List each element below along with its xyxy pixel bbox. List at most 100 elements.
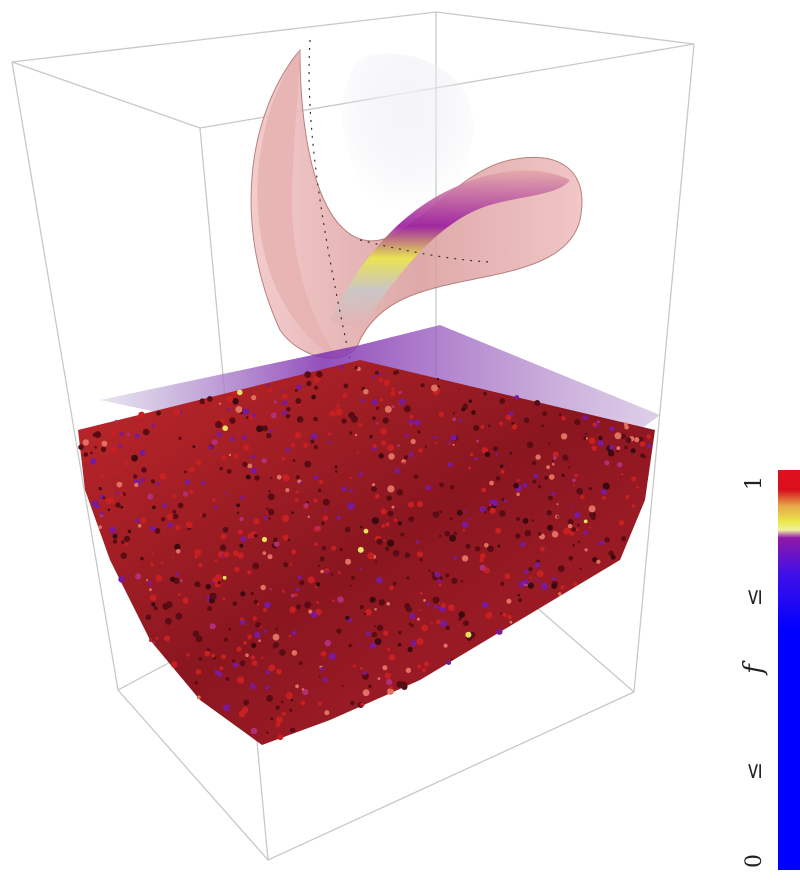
speckle (228, 627, 232, 631)
speckle (131, 454, 139, 462)
speckle (404, 552, 411, 558)
speckle (324, 639, 331, 647)
speckle (551, 583, 557, 589)
speckle (285, 488, 290, 493)
speckle (295, 490, 299, 494)
speckle (149, 525, 156, 532)
speckle (362, 689, 370, 697)
speckle (145, 614, 152, 620)
speckle (112, 533, 118, 539)
speckle (285, 692, 293, 700)
speckle (172, 513, 179, 520)
speckle (439, 576, 443, 580)
speckle (363, 612, 367, 615)
speckle (137, 524, 142, 528)
speckle (546, 510, 552, 516)
speckle (574, 419, 581, 426)
speckle (369, 435, 373, 439)
speckle (303, 442, 309, 448)
speckle (334, 465, 338, 469)
speckle (625, 437, 632, 443)
speckle (294, 431, 302, 439)
speckle (476, 439, 479, 443)
speckle (357, 643, 360, 646)
speckle (624, 445, 628, 450)
speckle (147, 493, 154, 500)
speckle (251, 413, 257, 418)
speckle (407, 646, 413, 653)
speckle (183, 491, 189, 497)
speckle (152, 641, 156, 644)
speckle (481, 447, 489, 454)
speckle (458, 617, 462, 621)
speckle (135, 573, 142, 580)
speckle (341, 684, 344, 687)
speckle (82, 439, 90, 446)
speckle (450, 658, 454, 661)
speckle (383, 630, 389, 636)
speckle (320, 569, 324, 574)
speckle (219, 544, 227, 551)
speckle (393, 370, 398, 375)
speckle (118, 444, 122, 448)
speckle (544, 475, 549, 480)
speckle (352, 664, 356, 668)
speckle (250, 517, 253, 521)
speckle (418, 449, 421, 453)
speckle (141, 467, 147, 473)
speckle (350, 700, 355, 706)
speckle (484, 511, 487, 514)
speckle (391, 505, 395, 509)
speckle (313, 416, 318, 422)
speckle (481, 487, 487, 493)
speckle (461, 407, 466, 412)
speckle (389, 685, 393, 690)
speckle (343, 383, 349, 389)
speckle (461, 555, 469, 562)
speckle (245, 416, 249, 419)
speckle (214, 669, 219, 675)
speckle (409, 613, 416, 620)
speckle (380, 440, 387, 446)
speckle (515, 533, 521, 539)
speckle (169, 576, 176, 582)
speckle (272, 633, 280, 641)
speckle (330, 573, 334, 576)
speckle (371, 483, 376, 487)
speckle (272, 646, 276, 649)
speckle (107, 508, 111, 512)
speckle (419, 609, 422, 612)
speckle (195, 459, 202, 466)
speckle (462, 528, 466, 532)
speckle (623, 422, 628, 427)
speckle (237, 529, 243, 535)
speckle (279, 649, 286, 656)
speckle (115, 491, 119, 495)
speckle (261, 536, 268, 543)
speckle (263, 629, 268, 633)
speckle (529, 576, 532, 579)
speckle (402, 461, 406, 465)
speckle (468, 399, 473, 404)
speckle (211, 653, 216, 658)
speckle (285, 448, 290, 453)
speckle (456, 509, 463, 516)
speckle (523, 417, 530, 424)
speckle (127, 529, 132, 534)
speckle (275, 705, 280, 710)
speckle (119, 432, 124, 436)
speckle (221, 455, 227, 461)
speckle (597, 420, 600, 424)
speckle (561, 416, 566, 421)
speckle (281, 711, 286, 716)
speckle (232, 398, 239, 405)
speckle (551, 531, 559, 538)
speckle (221, 654, 226, 660)
speckle (398, 630, 402, 635)
speckle (267, 493, 275, 501)
speckle (537, 532, 542, 536)
speckle (201, 480, 206, 486)
speckle (349, 431, 353, 435)
speckle (226, 395, 234, 403)
speckle (459, 418, 463, 422)
